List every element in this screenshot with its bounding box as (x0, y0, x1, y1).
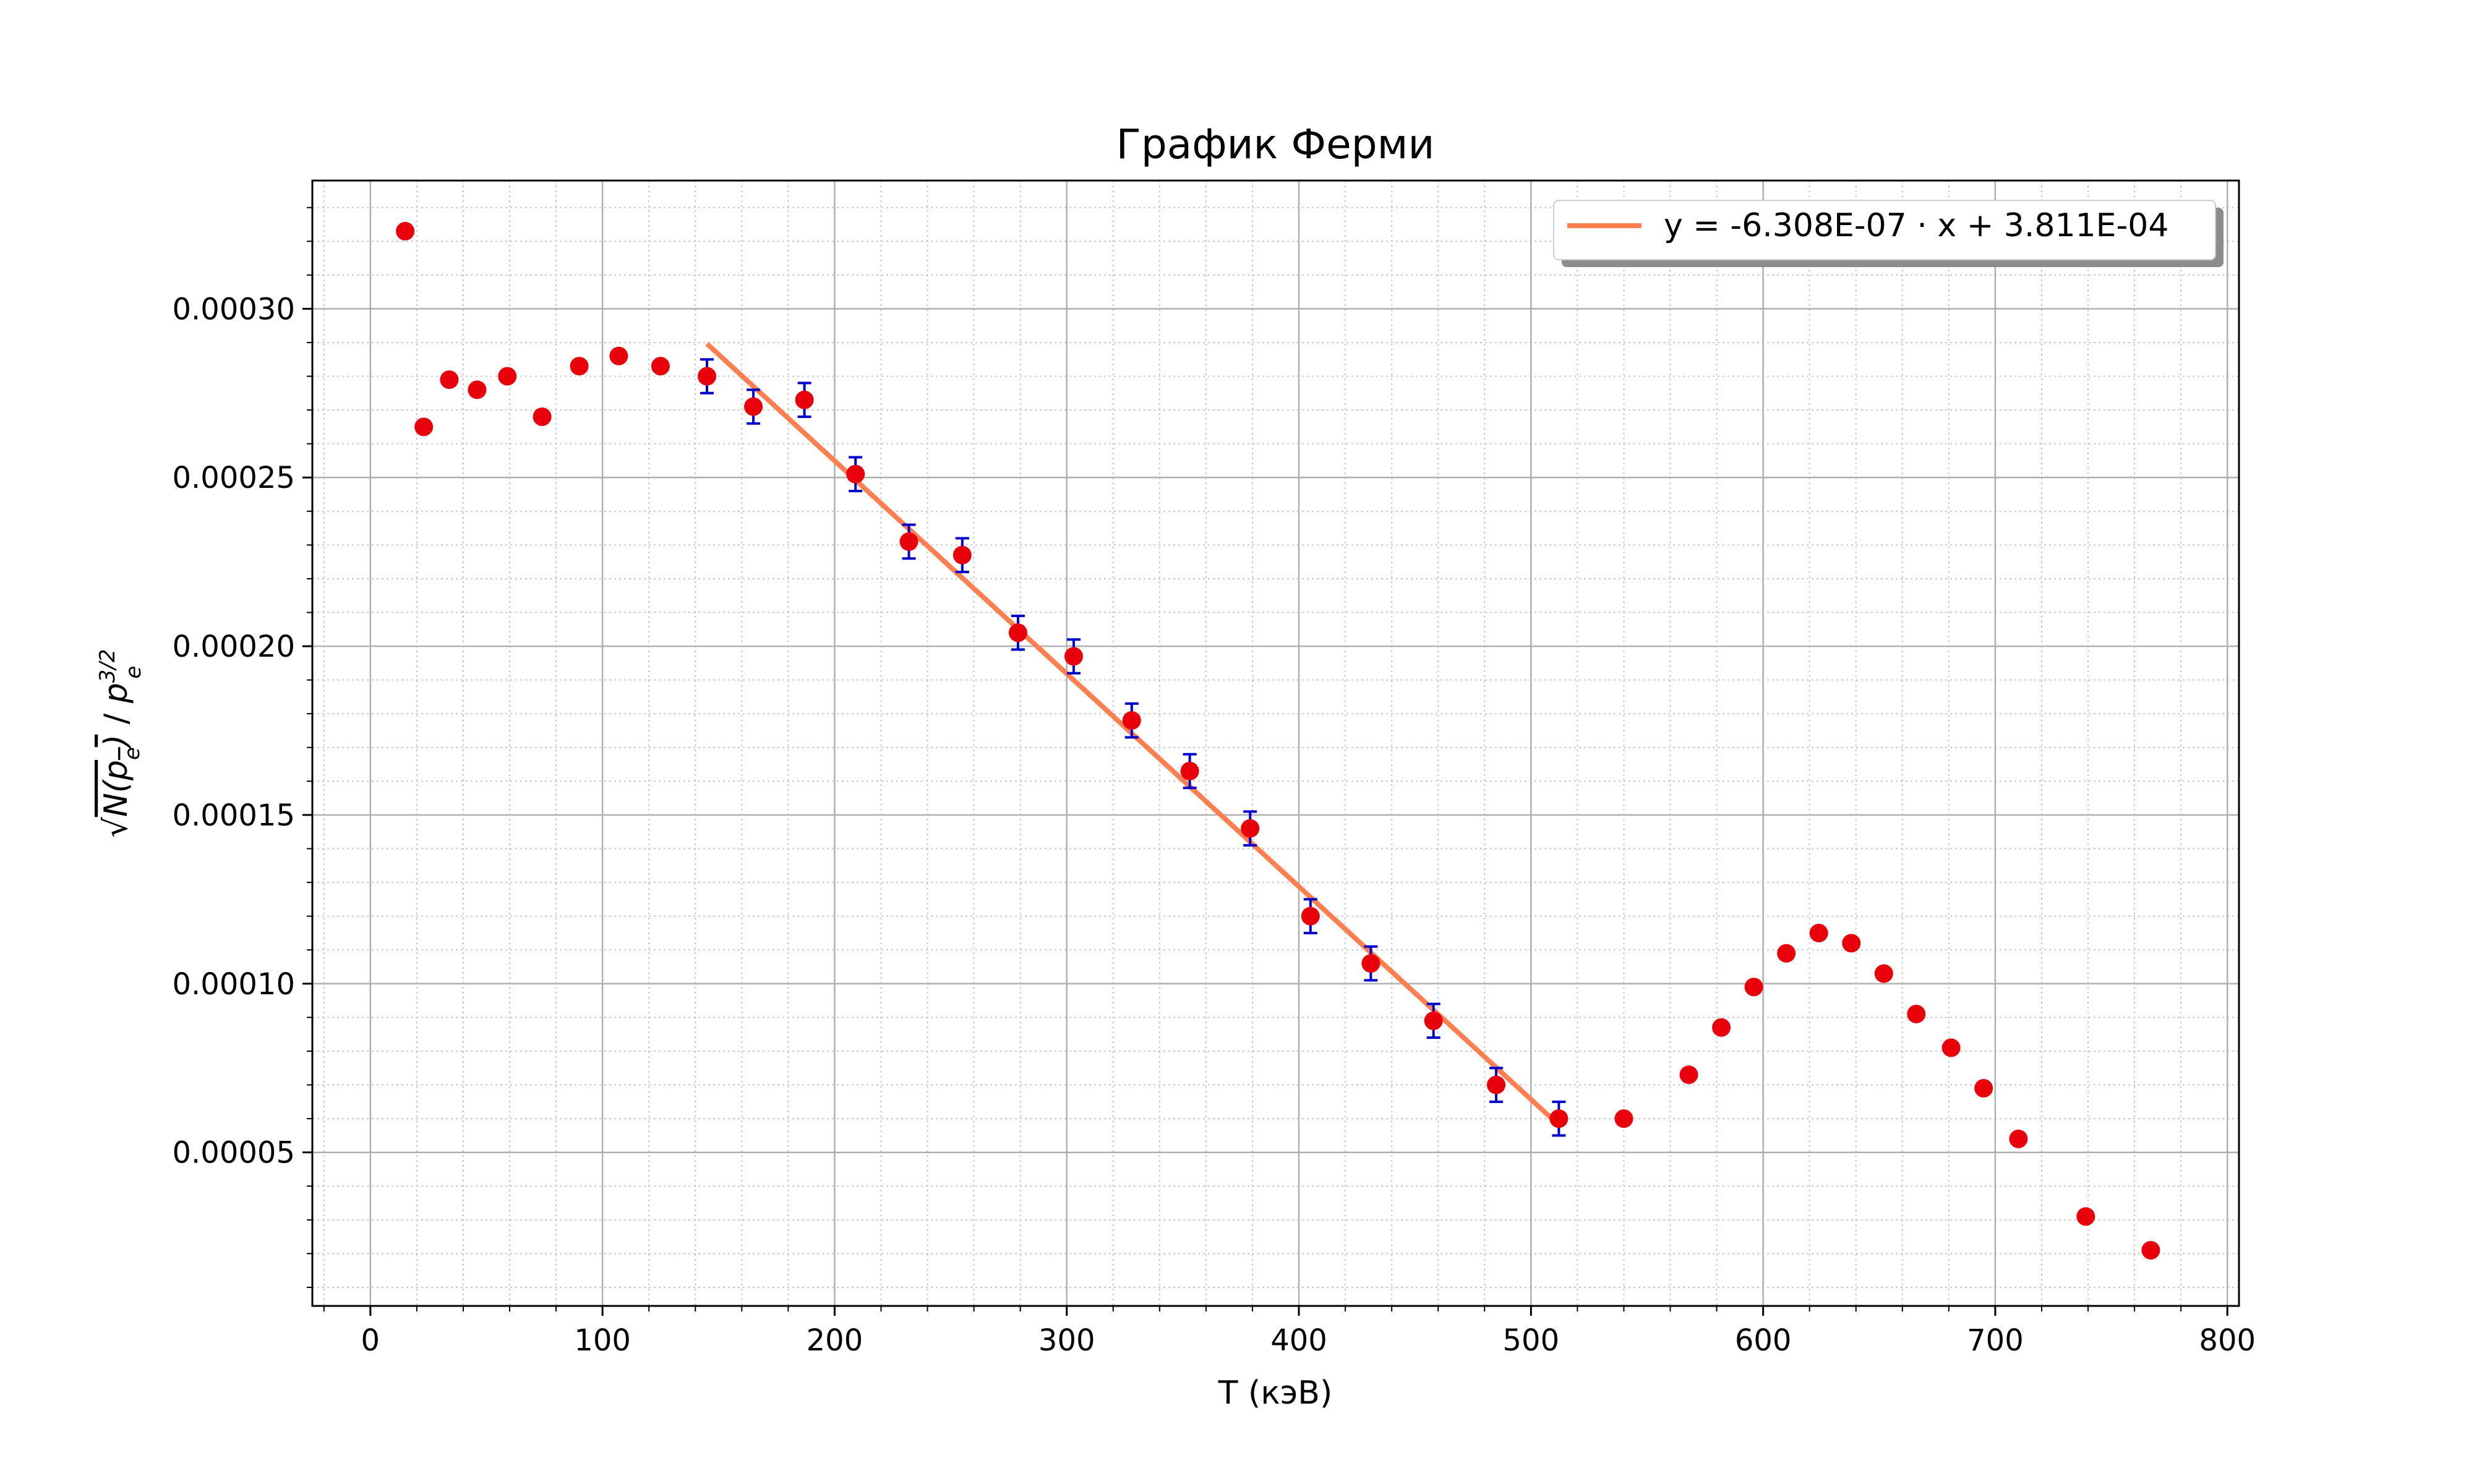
data-point (1241, 819, 1260, 838)
x-tick-label: 200 (807, 1323, 863, 1358)
data-point (952, 545, 972, 565)
data-point (1809, 923, 1828, 942)
data-point (440, 370, 459, 389)
y-tick-label: 0.00025 (173, 461, 296, 495)
data-point (698, 367, 717, 386)
x-tick-label: 800 (2199, 1323, 2256, 1358)
x-axis-label: T (кэВ) (1218, 1375, 1333, 1412)
data-point (1549, 1109, 1569, 1128)
points-layer (396, 221, 2160, 1260)
data-point (1424, 1011, 1443, 1030)
data-point (609, 346, 628, 365)
y-tick-label: 0.00005 (173, 1136, 296, 1171)
data-point (2076, 1207, 2095, 1226)
ticks: 0 100 200 300 400 500 600 700 800 0.00005 0.00010 0… (173, 207, 2256, 1358)
data-point (846, 464, 865, 484)
data-point (1180, 762, 1199, 781)
data-point (1487, 1075, 1506, 1094)
data-point (1679, 1065, 1698, 1085)
errorbar-layer (700, 358, 1566, 1137)
data-point (1907, 1004, 1926, 1023)
x-tick-label: 400 (1270, 1323, 1327, 1358)
data-point (570, 357, 589, 376)
data-point (795, 390, 814, 409)
x-tick-label: 300 (1038, 1323, 1095, 1358)
data-point (533, 407, 552, 427)
plot-frame (311, 179, 2240, 1307)
data-point (1874, 964, 1893, 983)
x-tick-label: 700 (1967, 1323, 2024, 1358)
data-point (414, 417, 434, 437)
x-tick-label: 0 (361, 1323, 380, 1358)
chart-title: График Ферми (1116, 121, 1435, 168)
data-point (1614, 1109, 1633, 1128)
data-point (1974, 1079, 1993, 1098)
data-point (2009, 1129, 2028, 1148)
y-tick-label: 0.00015 (173, 798, 296, 833)
data-point (1008, 623, 1027, 642)
data-point (1842, 934, 1861, 953)
data-point (2141, 1240, 2160, 1260)
data-point (1301, 906, 1320, 926)
data-point (1941, 1038, 1961, 1057)
data-point (1712, 1018, 1731, 1037)
data-point (899, 532, 918, 551)
grid (312, 181, 2239, 1306)
legend-box (1553, 200, 2216, 260)
data-point (1777, 944, 1796, 963)
y-tick-label: 0.00030 (173, 292, 296, 326)
data-point (1361, 954, 1380, 973)
y-tick-label: 0.00010 (173, 967, 296, 1002)
x-tick-label: 600 (1735, 1323, 1792, 1358)
legend-fit-label: y = -6.308E-07 · x + 3.811E-04 (1664, 207, 2168, 244)
data-point (1744, 978, 1763, 997)
x-tick-label: 100 (574, 1323, 631, 1358)
data-point (1122, 711, 1141, 730)
data-point (498, 367, 517, 386)
data-point (651, 357, 670, 376)
data-point (744, 397, 763, 416)
data-point (396, 221, 415, 241)
legend: y = -6.308E-07 · x + 3.811E-04 (1553, 200, 2224, 267)
y-tick-label: 0.00020 (173, 629, 296, 664)
data-point (1064, 647, 1083, 666)
x-tick-label: 500 (1503, 1323, 1560, 1358)
data-point (468, 380, 487, 399)
